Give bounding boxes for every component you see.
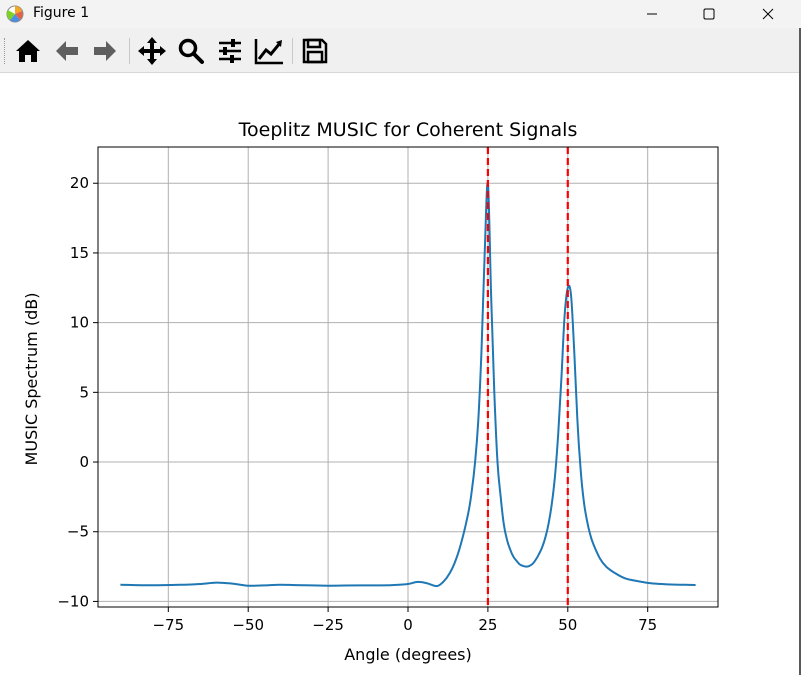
toolbar-grip[interactable]	[4, 38, 7, 64]
back-button[interactable]	[52, 36, 82, 66]
maximize-icon	[703, 8, 715, 20]
x-axis-label: Angle (degrees)	[344, 645, 472, 664]
y-tick-label: 15	[70, 244, 89, 262]
minimize-button[interactable]	[629, 0, 675, 28]
floppy-disk-icon	[302, 38, 328, 64]
sliders-icon	[219, 39, 241, 63]
maximize-button[interactable]	[686, 0, 732, 28]
y-axis-label: MUSIC Spectrum (dB)	[22, 293, 41, 466]
matplotlib-app-icon	[6, 5, 24, 23]
music-spectrum-line	[120, 181, 696, 588]
true-doa-markers	[486, 147, 569, 607]
line-chart-icon	[254, 39, 283, 65]
x-tick-label: 25	[478, 616, 497, 634]
y-tick-label: 20	[70, 174, 89, 192]
y-tick-label: 5	[79, 383, 89, 401]
save-button[interactable]	[300, 36, 330, 66]
grid-lines	[98, 147, 718, 607]
home-button[interactable]	[13, 36, 43, 66]
window-titlebar: Figure 1	[0, 0, 801, 28]
x-tick-label: −50	[232, 616, 264, 634]
navigation-toolbar	[0, 28, 801, 73]
toolbar-separator	[292, 38, 293, 64]
close-button[interactable]	[745, 0, 791, 28]
minimize-icon	[647, 13, 657, 15]
toolbar-separator	[129, 38, 130, 64]
arrow-right-icon	[94, 41, 116, 61]
x-tick-label: 0	[403, 616, 413, 634]
y-tick-label: 0	[79, 453, 89, 471]
y-tick-label: −10	[57, 592, 89, 610]
home-icon	[16, 40, 40, 62]
magnifier-icon	[178, 38, 204, 64]
y-tick-label: −5	[67, 523, 89, 541]
zoom-button[interactable]	[176, 36, 206, 66]
figure-canvas[interactable]: −75 −50 −25 0 25 50 75 −10 −5 0 5 10 15 20 Toeplitz M…	[0, 74, 799, 679]
x-tick-label: 75	[638, 616, 657, 634]
forward-button[interactable]	[90, 36, 120, 66]
x-tick-label: −25	[312, 616, 344, 634]
pan-button[interactable]	[137, 36, 167, 66]
chart-title: Toeplitz MUSIC for Coherent Signals	[238, 119, 578, 141]
edit-axis-button[interactable]	[254, 36, 284, 66]
window-title: Figure 1	[33, 5, 90, 21]
close-icon	[762, 8, 774, 20]
x-tick-label: −75	[152, 616, 184, 634]
y-tick-label: 10	[70, 314, 89, 332]
x-tick-label: 50	[558, 616, 577, 634]
configure-subplots-button[interactable]	[215, 36, 245, 66]
arrow-left-icon	[56, 41, 78, 61]
move-icon	[138, 37, 166, 65]
window-border	[799, 28, 801, 675]
